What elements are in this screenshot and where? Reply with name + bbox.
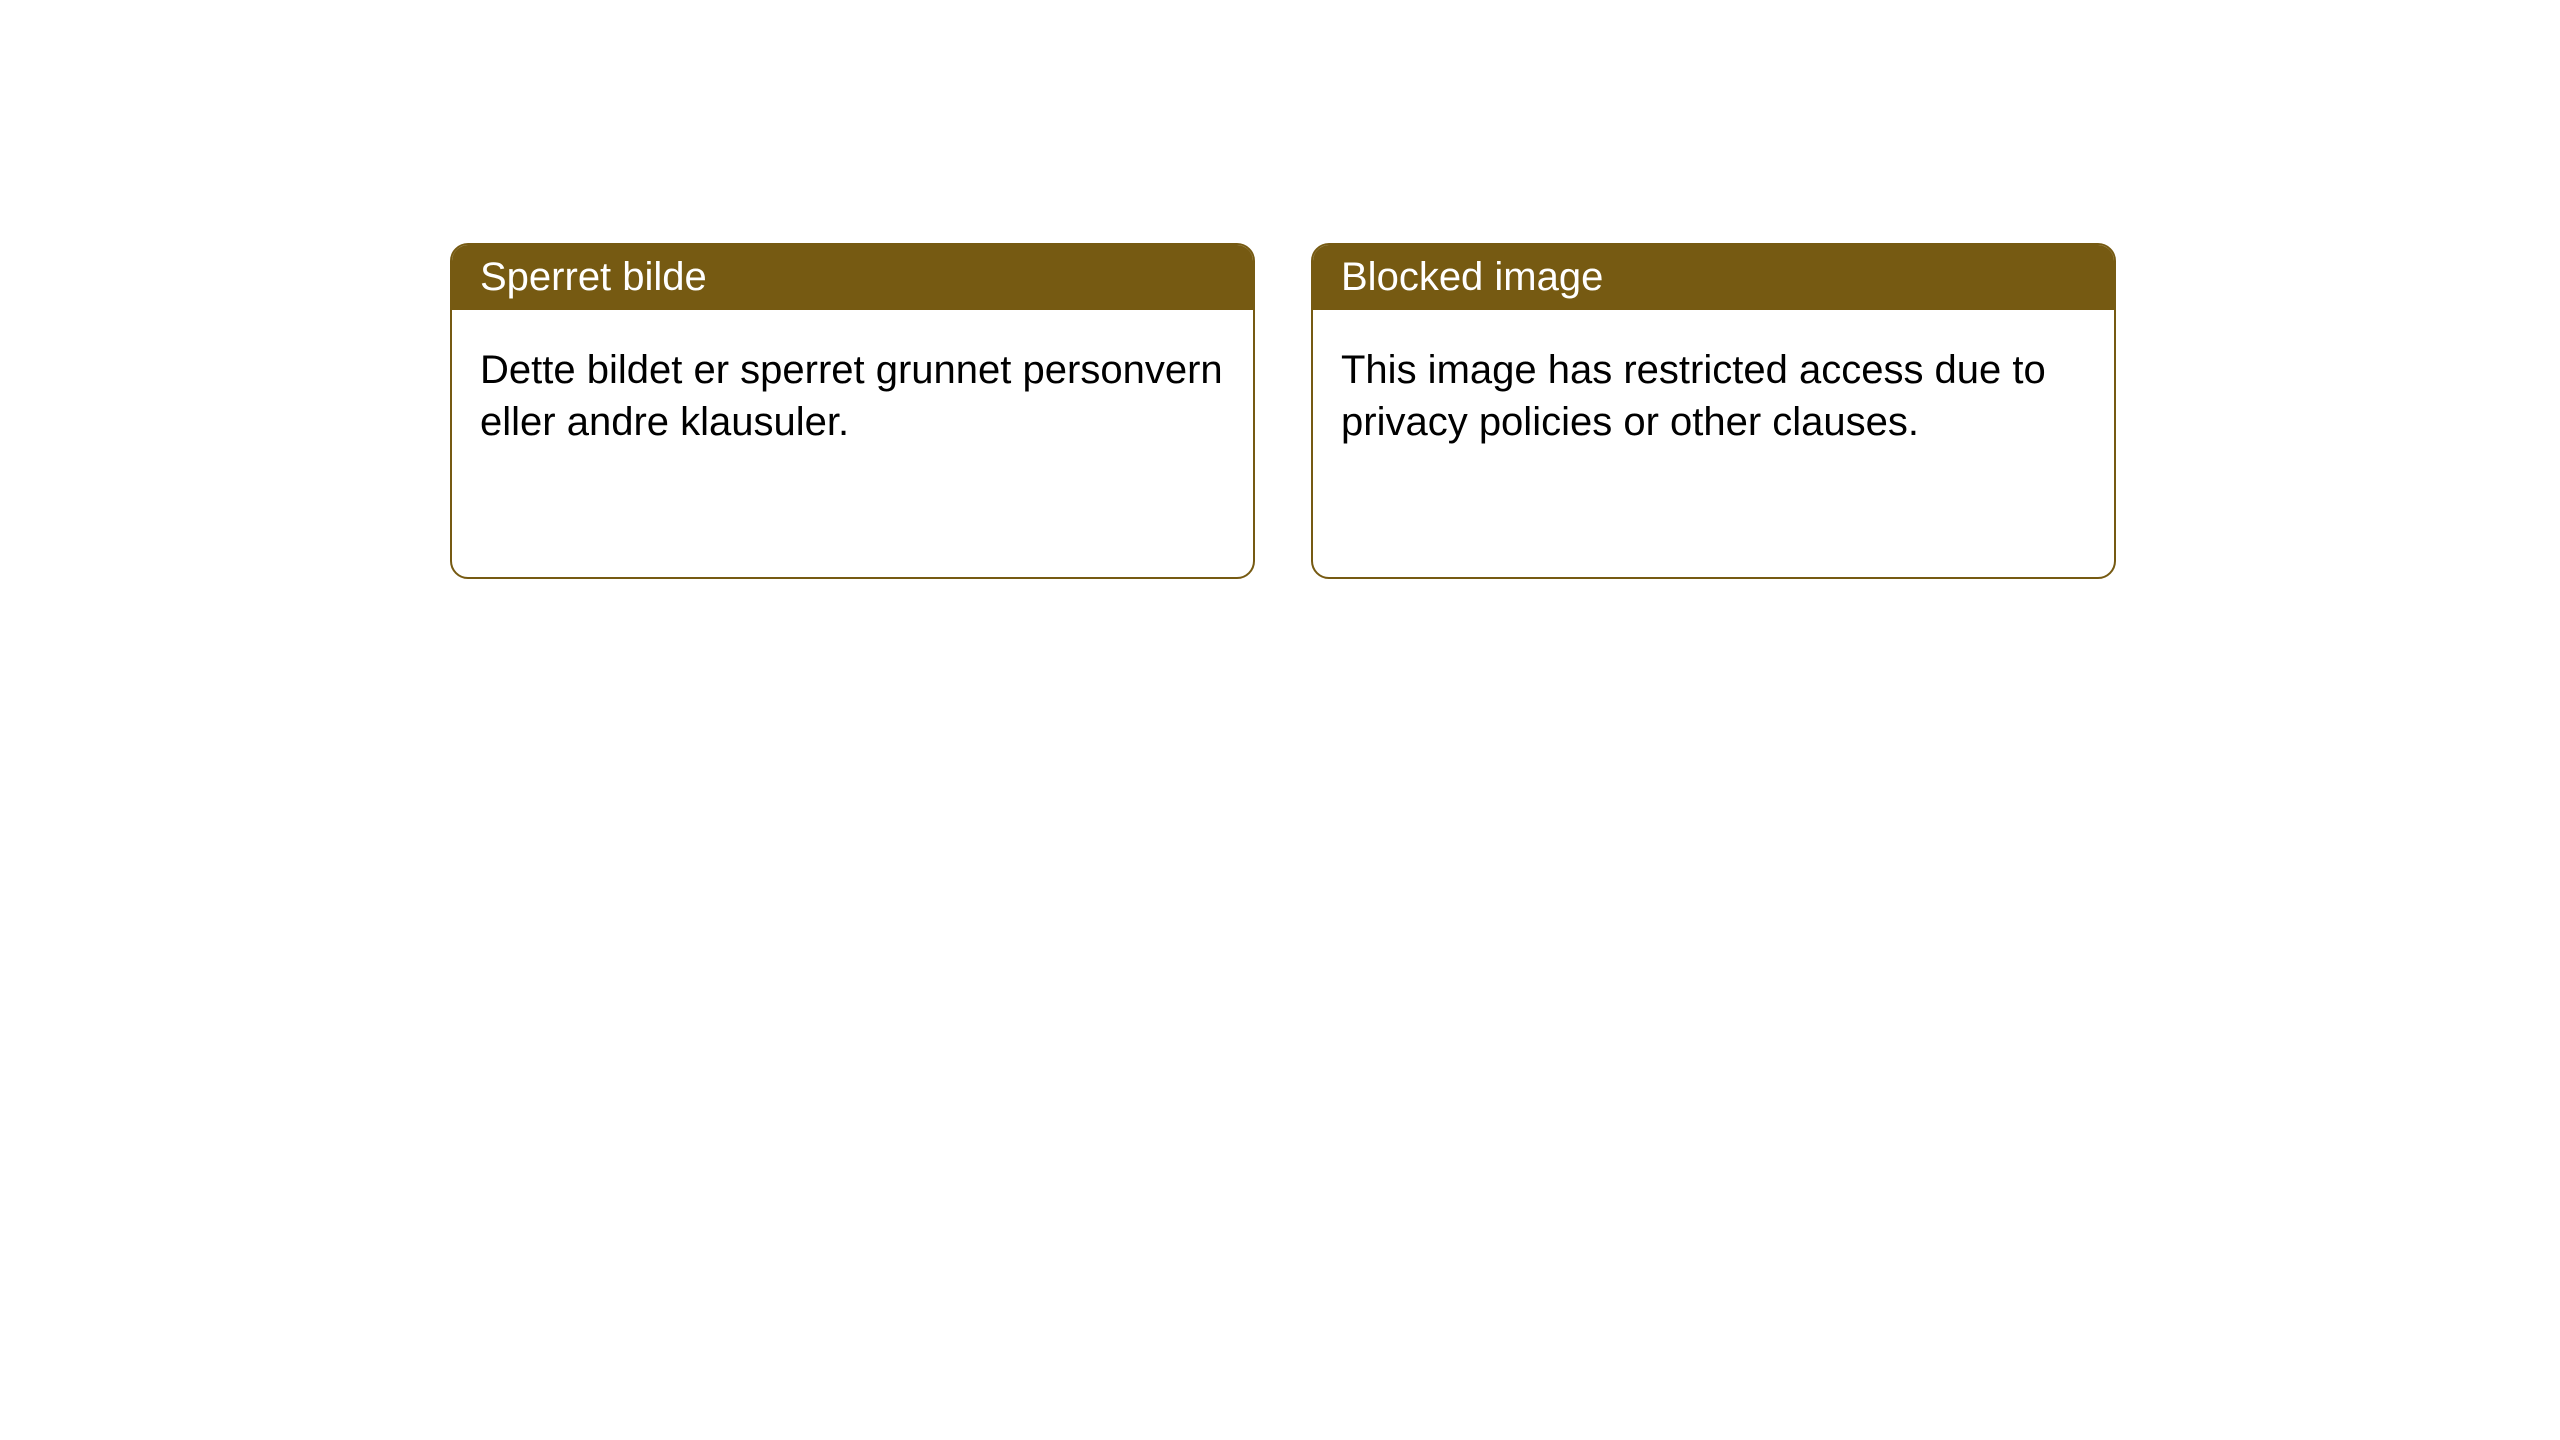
- notice-card-english: Blocked image This image has restricted …: [1311, 243, 2116, 579]
- notices-container: Sperret bilde Dette bildet er sperret gr…: [0, 0, 2560, 579]
- notice-body: This image has restricted access due to …: [1313, 310, 2114, 482]
- notice-card-norwegian: Sperret bilde Dette bildet er sperret gr…: [450, 243, 1255, 579]
- notice-title: Blocked image: [1313, 245, 2114, 310]
- notice-title: Sperret bilde: [452, 245, 1253, 310]
- notice-body: Dette bildet er sperret grunnet personve…: [452, 310, 1253, 482]
